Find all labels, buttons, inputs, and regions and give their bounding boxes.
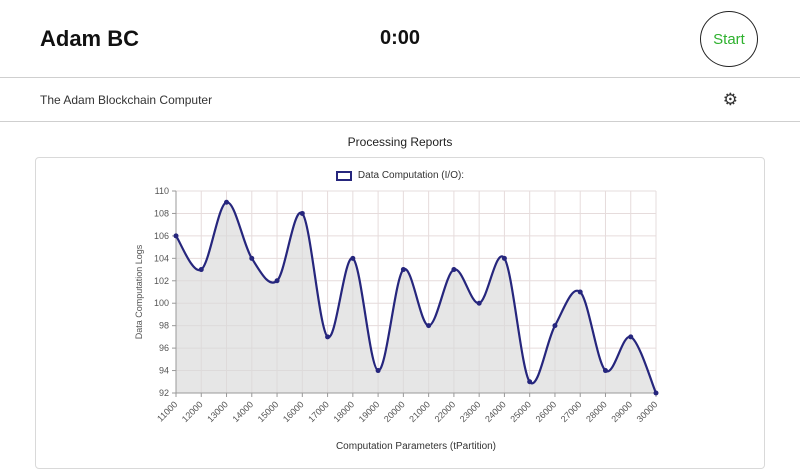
svg-text:24000: 24000	[483, 399, 508, 424]
svg-text:92: 92	[159, 388, 169, 398]
svg-text:27000: 27000	[559, 399, 584, 424]
y-axis-label: Data Computation Logs	[134, 244, 144, 339]
x-axis-label: Computation Parameters (tPartition)	[336, 441, 496, 452]
svg-text:98: 98	[159, 321, 169, 331]
svg-text:13000: 13000	[205, 399, 230, 424]
svg-text:22000: 22000	[433, 399, 458, 424]
svg-text:96: 96	[159, 343, 169, 353]
svg-text:102: 102	[154, 276, 169, 286]
svg-text:106: 106	[154, 231, 169, 241]
app-subtitle: The Adam Blockchain Computer	[40, 92, 213, 107]
svg-text:14000: 14000	[230, 399, 255, 424]
legend-label: Data Computation (I/O):	[357, 170, 465, 181]
gear-icon[interactable]: ⚙	[723, 90, 760, 110]
data-series-line	[175, 201, 658, 394]
svg-text:26000: 26000	[534, 399, 559, 424]
header: Adam BC 0:00 Start	[0, 0, 800, 78]
legend-swatch-icon	[335, 170, 352, 181]
svg-text:29000: 29000	[609, 399, 634, 424]
svg-text:15000: 15000	[256, 399, 281, 424]
svg-text:110: 110	[155, 186, 169, 196]
svg-text:108: 108	[154, 208, 169, 218]
section-title: Processing Reports	[347, 135, 453, 149]
report-chart: 92 94 96 98 100 102 104 106 108 110 11000 12000 1300…	[130, 183, 670, 460]
svg-text:17000: 17000	[306, 399, 331, 424]
toolbar: The Adam Blockchain Computer ⚙	[0, 78, 800, 122]
start-button[interactable]: Start	[700, 11, 758, 67]
svg-text:23000: 23000	[458, 399, 483, 424]
svg-text:28000: 28000	[584, 399, 609, 424]
svg-text:19000: 19000	[357, 399, 382, 424]
svg-text:94: 94	[159, 366, 169, 376]
svg-text:100: 100	[154, 298, 169, 308]
svg-text:20000: 20000	[382, 399, 407, 424]
svg-text:30000: 30000	[635, 399, 660, 424]
app-title: Adam BC	[40, 25, 140, 51]
svg-text:11000: 11000	[155, 399, 179, 423]
timer-display: 0:00	[379, 27, 421, 49]
svg-text:16000: 16000	[281, 399, 306, 424]
svg-text:21000: 21000	[407, 399, 432, 424]
svg-text:25000: 25000	[508, 399, 533, 424]
svg-text:104: 104	[154, 253, 169, 263]
svg-text:18000: 18000	[331, 399, 356, 424]
area-chart-svg: 92 94 96 98 100 102 104 106 108 110 11000 12000 1300…	[134, 186, 660, 452]
svg-text:12000: 12000	[180, 399, 205, 424]
chart-panel: Data Computation (I/O): 92 94 96 98 100 102 10…	[35, 157, 765, 469]
chart-legend[interactable]: Data Computation (I/O):	[36, 170, 764, 181]
